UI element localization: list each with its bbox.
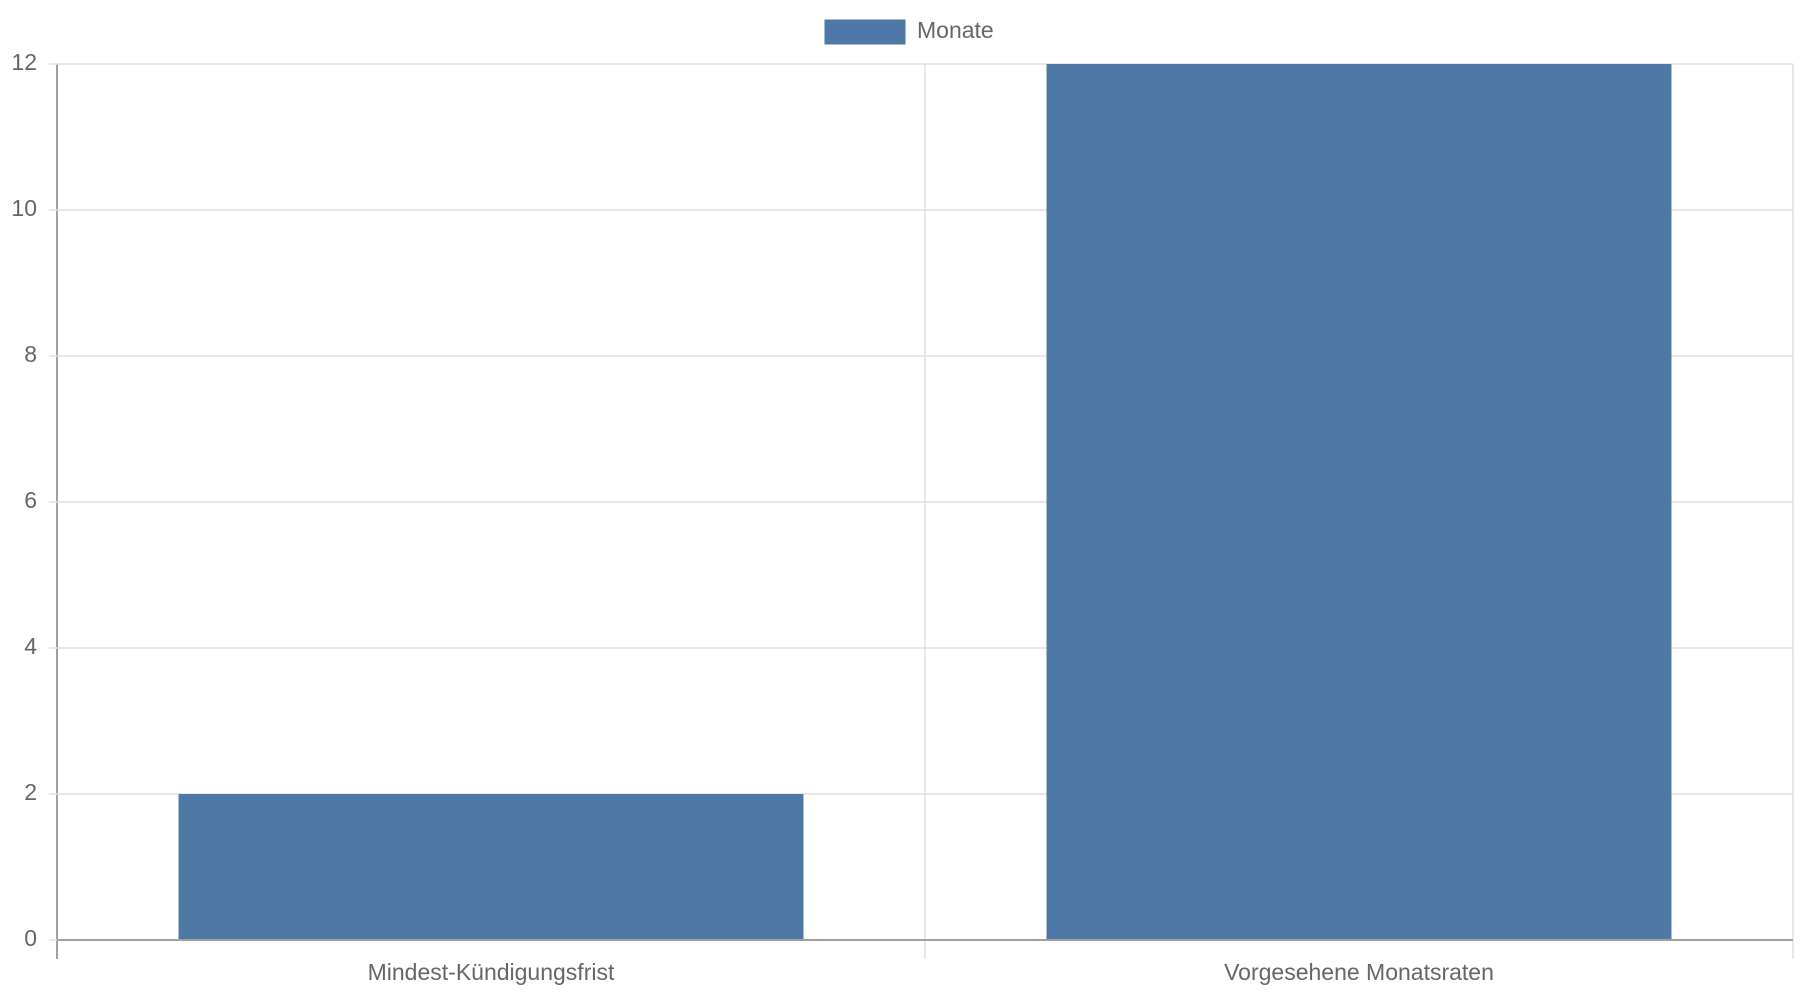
y-tick-label: 12 — [11, 49, 37, 75]
bar — [1046, 64, 1672, 940]
y-tick-label: 4 — [24, 633, 37, 659]
y-tick-label: 10 — [11, 195, 37, 221]
legend-swatch — [824, 19, 906, 45]
x-tick-label: Vorgesehene Monatsraten — [1224, 959, 1494, 985]
legend-label: Monate — [917, 17, 994, 43]
y-tick-label: 0 — [24, 925, 37, 951]
y-tick-label: 6 — [24, 487, 37, 513]
bar — [178, 794, 804, 940]
y-tick-label: 8 — [24, 341, 37, 367]
x-tick-label: Mindest-Kündigungsfrist — [368, 959, 615, 985]
y-tick-label: 2 — [24, 779, 37, 805]
